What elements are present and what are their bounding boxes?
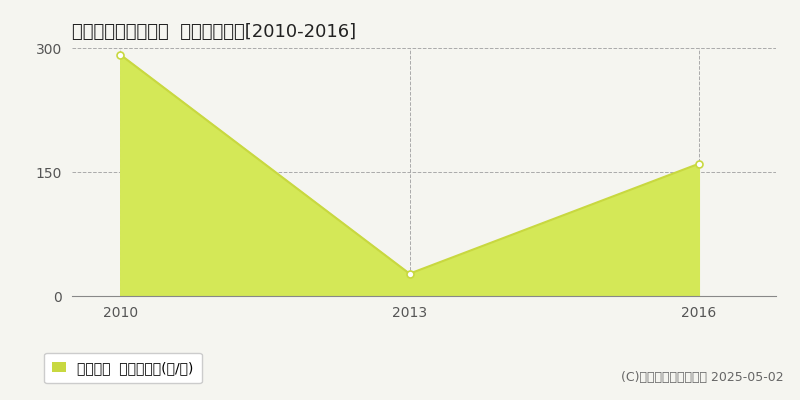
Text: 夷隅郡大多喜町葛藤  林地価格推移[2010-2016]: 夷隅郡大多喜町葛藤 林地価格推移[2010-2016] [72, 23, 356, 41]
Text: (C)土地価格ドットコム 2025-05-02: (C)土地価格ドットコム 2025-05-02 [622, 371, 784, 384]
Point [403, 270, 416, 277]
Point [693, 160, 706, 167]
Legend: 林地価格  平均坪単価(円/坪): 林地価格 平均坪単価(円/坪) [44, 353, 202, 383]
Point [114, 52, 126, 58]
